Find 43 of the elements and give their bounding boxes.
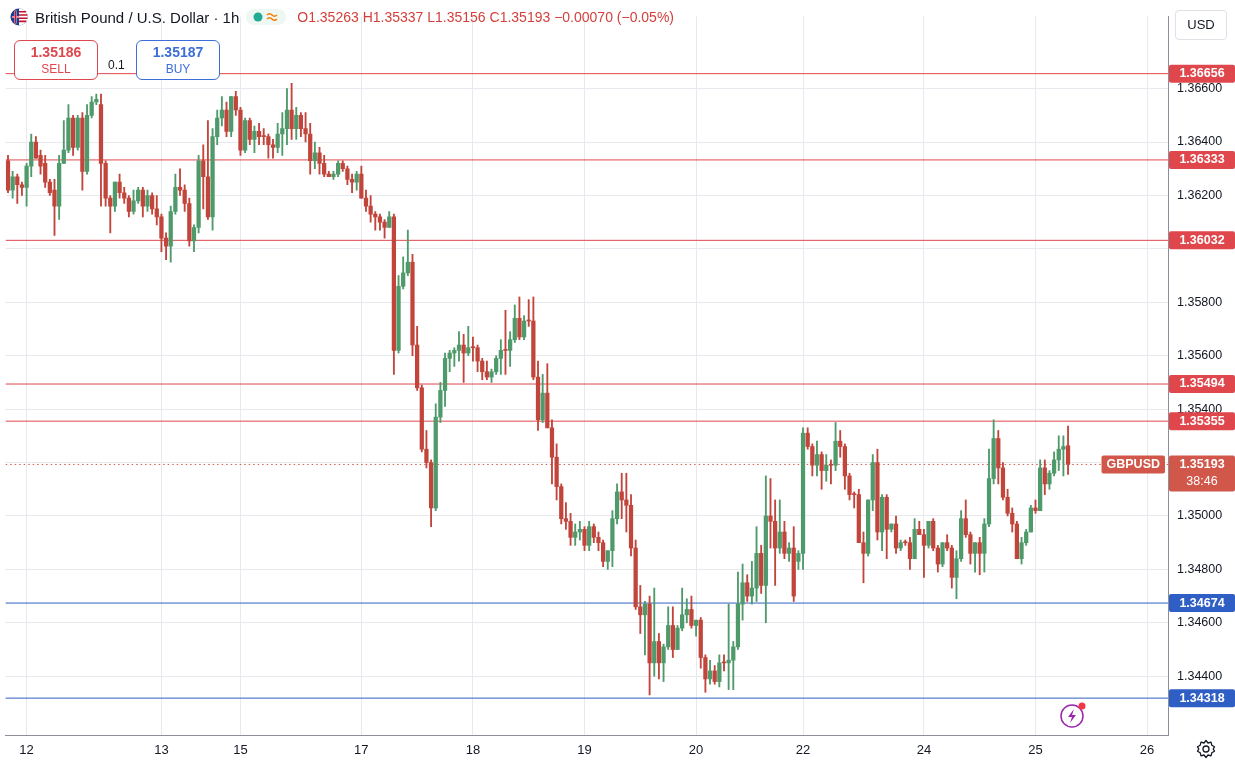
x-tick-label: 26 [1139,742,1155,758]
ref-line-label: 1.34674 [1179,595,1225,610]
y-tick-label: 1.34600 [1177,615,1223,630]
annotation: 1.35187 [151,44,205,60]
text: USD [1175,10,1227,40]
x-tick-label: 18 [465,742,481,758]
ref-line-label: 1.36333 [1179,152,1225,167]
annotation: BUY [164,62,192,76]
annotation: O1.35263 H1.35337 L1.35156 C1.35193 −0.00070 (−0.05%) [297,9,675,25]
ref-line-label: 1.36656 [1179,66,1225,81]
annotation: SELL [40,62,72,76]
x-tick-label: 25 [1028,742,1043,758]
x-tick-label: 19 [577,742,592,758]
x-tick-label: 12 [19,742,34,758]
candlestick [828,459,834,485]
y-tick-label: 1.36200 [1177,187,1223,202]
candlestick [1061,435,1066,477]
y-tick-label: 1.35800 [1177,294,1223,309]
y-tick-label: 1.35400 [1177,401,1223,416]
y-tick-label: 1.36400 [1177,134,1223,149]
ref-line-label: 1.36032 [1179,232,1225,247]
ref-line-label: 1.35193 [1179,456,1225,471]
y-tick-label: 1.35600 [1177,348,1223,363]
chart-title: British Pound / U.S. Dollar · 1h [35,8,240,26]
y-tick-label: 1.34400 [1177,668,1223,683]
x-tick-label: 24 [916,742,932,758]
candlestick [470,336,476,362]
annotation: 1.35186 [29,44,83,60]
ref-line-label: 1.35355 [1179,413,1225,428]
ref-line-label: 1.35494 [1179,376,1225,391]
x-tick-label: 22 [795,742,811,758]
y-tick-label: 1.34800 [1177,561,1223,576]
candlestick [280,112,285,156]
x-tick-label: 17 [354,742,369,758]
x-tick-label: 20 [688,742,704,758]
y-tick-label: 1.36600 [1177,81,1223,96]
y-tick-label: 1.35000 [1177,508,1223,523]
annotation: 0.1 [108,58,125,72]
ref-line-label: 1.34318 [1179,690,1225,705]
x-tick-label: 13 [154,742,169,758]
annotation: GBPUSD [1106,456,1160,471]
text: 38:46 [1186,473,1218,488]
x-tick-label: 15 [233,742,248,758]
